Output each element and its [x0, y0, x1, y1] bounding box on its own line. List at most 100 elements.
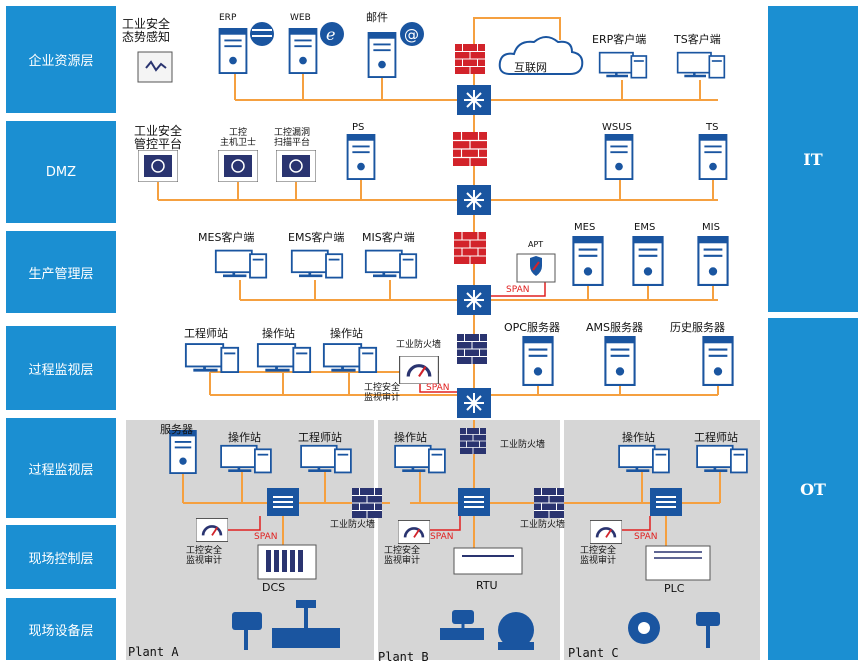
apt-label: APT — [528, 240, 544, 249]
mgmt-platform-label: 工业安全 管控平台 — [134, 124, 183, 152]
host-guard-icon — [218, 150, 258, 182]
layer-label: 生产管理层 — [28, 266, 94, 282]
erp-client-icon — [598, 51, 648, 79]
audit-label: 工控安全 监视审计 — [364, 383, 401, 404]
vuln-scan-icon — [276, 150, 316, 182]
ems-client-icon — [290, 249, 344, 280]
plant-b-firewall-label: 工业防火墙 — [520, 520, 566, 530]
mis-client-label: MIS客户端 — [362, 231, 415, 244]
plant-b-switch-icon — [457, 488, 491, 516]
ems-server-icon — [632, 236, 664, 286]
firewall-icon — [454, 44, 486, 74]
ems-client-label: EMS客户端 — [288, 231, 345, 244]
layer-field-device: 现场设备层 — [6, 598, 116, 660]
rtu-label: RTU — [476, 579, 498, 592]
vuln-scan-label: 工控漏洞 扫描平台 — [274, 128, 311, 149]
plant-a-name: Plant A — [128, 645, 179, 659]
layer-label: 过程监视层 — [28, 462, 94, 478]
plant-a-audit-icon — [196, 518, 228, 542]
plant-b-name: Plant B — [378, 650, 429, 664]
plant-a-switch-icon — [266, 488, 300, 516]
layer-label: 过程监视层 — [28, 362, 94, 378]
plant-a-op-label: 操作站 — [228, 431, 261, 444]
plant-c-audit-icon — [590, 520, 622, 544]
plant-a-span-label: SPAN — [254, 532, 278, 542]
mes-client-icon — [214, 249, 268, 280]
plant-b-firewall-icon — [533, 488, 565, 518]
core-switch-icon — [457, 85, 491, 115]
layer-process-monitor-2: 过程监视层 — [6, 418, 116, 518]
mes-server-icon — [572, 236, 604, 286]
plc-device-icon — [645, 545, 711, 581]
dcs-label: DCS — [262, 581, 286, 594]
plant-c-op-label: 操作站 — [622, 431, 655, 444]
plant-b-top-firewall-icon — [459, 428, 487, 454]
internet-label: 互联网 — [514, 61, 547, 74]
plant-a-audit-label: 工控安全 监视审计 — [186, 546, 223, 567]
ot-zone: OT — [768, 318, 858, 660]
dmz-firewall-icon — [452, 132, 488, 166]
security-mgmt-platform-icon — [138, 150, 178, 182]
svg-text:e: e — [326, 25, 335, 44]
mes-label: MES — [574, 222, 596, 233]
ot-label: OT — [800, 479, 826, 499]
svg-text:@: @ — [404, 26, 419, 44]
it-zone: IT — [768, 6, 858, 312]
process-span-label: SPAN — [426, 383, 450, 393]
production-span-label: SPAN — [506, 285, 530, 295]
mis-server-icon — [697, 236, 729, 286]
industrial-firewall-icon — [456, 334, 488, 364]
wsus-label: WSUS — [602, 122, 632, 133]
plant-a-server-label: 服务器 — [160, 423, 193, 436]
mes-client-label: MES客户端 — [198, 231, 255, 244]
at-sign-icon — [400, 22, 424, 46]
plant-b-audit-label: 工控安全 监视审计 — [384, 546, 421, 567]
situation-awareness-label: 工业安全 态势感知 — [122, 17, 171, 45]
wsus-server-icon — [604, 134, 634, 180]
layer-label: DMZ — [45, 164, 77, 180]
layer-label: 现场控制层 — [28, 551, 94, 567]
plant-b-top-firewall-label: 工业防火墙 — [500, 440, 546, 450]
ems-label: EMS — [634, 222, 656, 233]
it-label: IT — [803, 149, 823, 169]
erp-label: ERP — [219, 13, 237, 23]
layer-enterprise: 企业资源层 — [6, 6, 116, 113]
erp-server-icon — [218, 28, 248, 74]
production-switch-icon — [457, 285, 491, 315]
database-icon — [250, 22, 274, 46]
eng-station-label: 工程师站 — [184, 327, 228, 340]
plant-b-span-label: SPAN — [430, 532, 454, 542]
plant-a-firewall-label: 工业防火墙 — [330, 520, 376, 530]
layer-production: 生产管理层 — [6, 231, 116, 313]
op-station-1-label: 操作站 — [262, 327, 295, 340]
web-server-icon — [288, 28, 318, 74]
plant-c-audit-label: 工控安全 监视审计 — [580, 546, 617, 567]
rtu-device-icon — [453, 547, 523, 575]
security-audit-icon — [397, 356, 441, 384]
mis-label: MIS — [702, 222, 720, 233]
plant-a-server-icon — [169, 430, 197, 474]
layer-dmz: DMZ — [6, 121, 116, 223]
plant-b-op-station-icon — [393, 444, 447, 474]
ts-server-icon — [698, 134, 728, 180]
engineer-station-icon — [184, 342, 240, 374]
plant-b-field-devices — [440, 610, 534, 650]
plant-c-eng-station-icon — [695, 444, 749, 474]
plant-c-eng-label: 工程师站 — [694, 431, 738, 444]
mis-client-icon — [364, 249, 418, 280]
ams-label: AMS服务器 — [586, 321, 643, 334]
plant-b-op-label: 操作站 — [394, 431, 427, 444]
layer-label: 企业资源层 — [28, 54, 94, 69]
plant-a-field-devices — [232, 600, 340, 650]
plant-a-op-station-icon — [219, 444, 273, 474]
history-label: 历史服务器 — [670, 321, 725, 334]
history-server-icon — [702, 336, 734, 386]
layer-process-monitor-1: 过程监视层 — [6, 326, 116, 410]
ams-server-icon — [604, 336, 636, 386]
host-guard-label: 工控 主机卫士 — [220, 128, 257, 149]
plant-c-span-label: SPAN — [634, 532, 658, 542]
ts-client-icon — [676, 51, 726, 79]
plant-c-switch-icon — [649, 488, 683, 516]
cloud-icon — [498, 36, 584, 75]
